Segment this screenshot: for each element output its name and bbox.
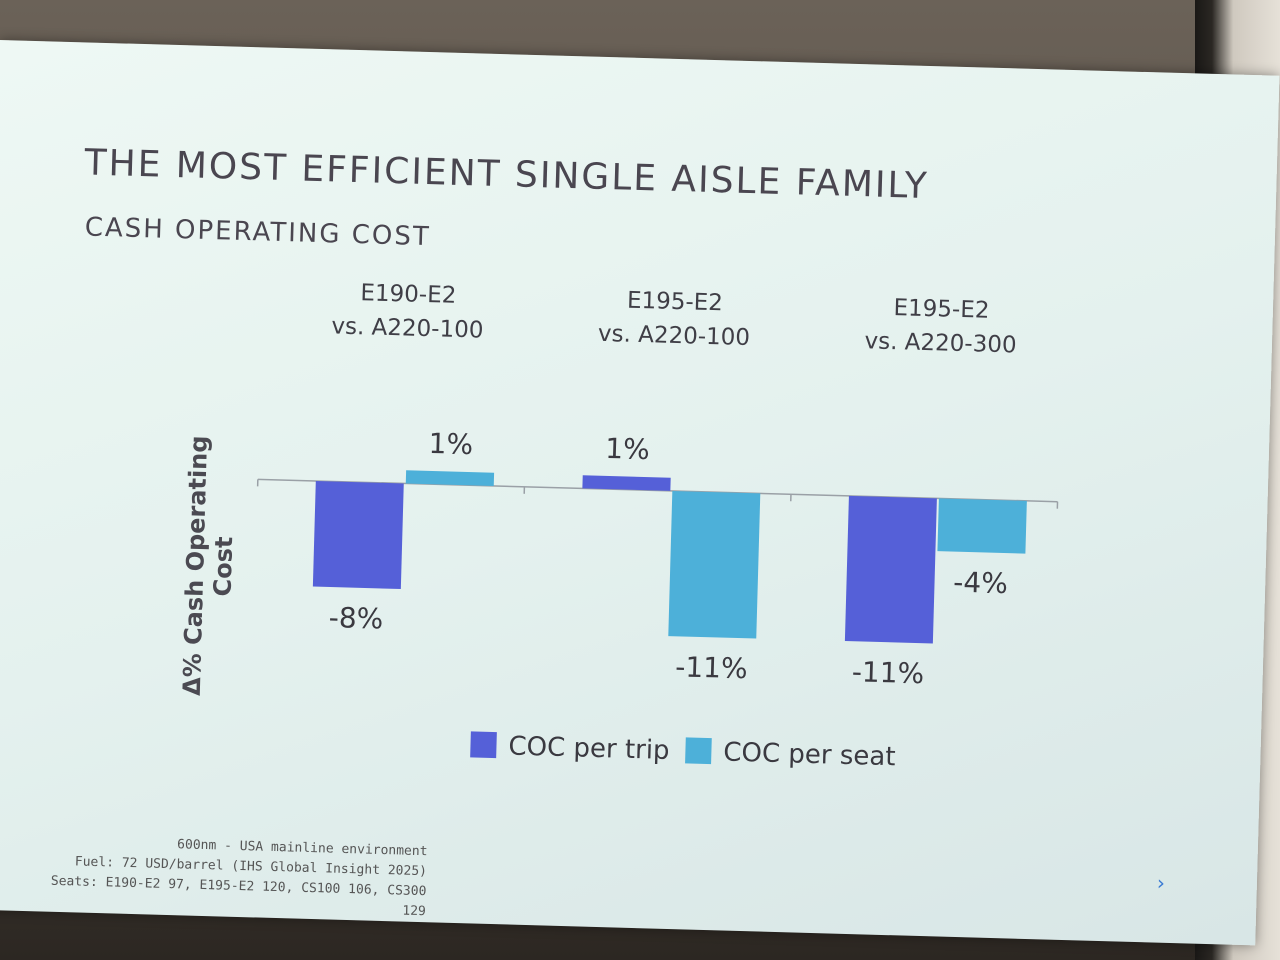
legend-swatch: [470, 731, 497, 759]
legend-label: COC per seat: [723, 737, 896, 772]
bar: [582, 475, 671, 491]
legend-swatch: [685, 737, 712, 765]
bar: [405, 470, 495, 486]
footnotes: 600nm - USA mainline environment Fuel: 7…: [26, 831, 428, 922]
category-label: vs. A220-100: [331, 313, 484, 343]
category-label: vs. A220-100: [598, 321, 751, 351]
data-label: -11%: [675, 650, 748, 685]
bar: [668, 490, 761, 639]
y-axis-label: Δ% Cash OperatingCost: [178, 435, 241, 697]
data-label: 1%: [605, 432, 650, 466]
category-label: E195-E2: [627, 288, 724, 317]
bar-chart: Δ% Cash OperatingCost E190-E2 vs. A220-100…: [178, 280, 1059, 772]
bar: [937, 498, 1027, 554]
bar: [312, 480, 404, 590]
data-label: -4%: [953, 566, 1008, 601]
category-label: E190-E2: [360, 280, 457, 309]
next-slide-icon[interactable]: ›: [1156, 870, 1166, 895]
data-label: 1%: [428, 427, 473, 461]
data-label: -11%: [851, 655, 924, 690]
category-label: vs. A220-300: [864, 328, 1017, 358]
bar: [844, 495, 937, 644]
category-label: E195-E2: [893, 295, 990, 324]
slide: THE MOST EFFICIENT SINGLE AISLE FAMILY C…: [0, 40, 1280, 946]
data-label: -8%: [328, 601, 383, 636]
legend-label: COC per trip: [508, 731, 670, 765]
